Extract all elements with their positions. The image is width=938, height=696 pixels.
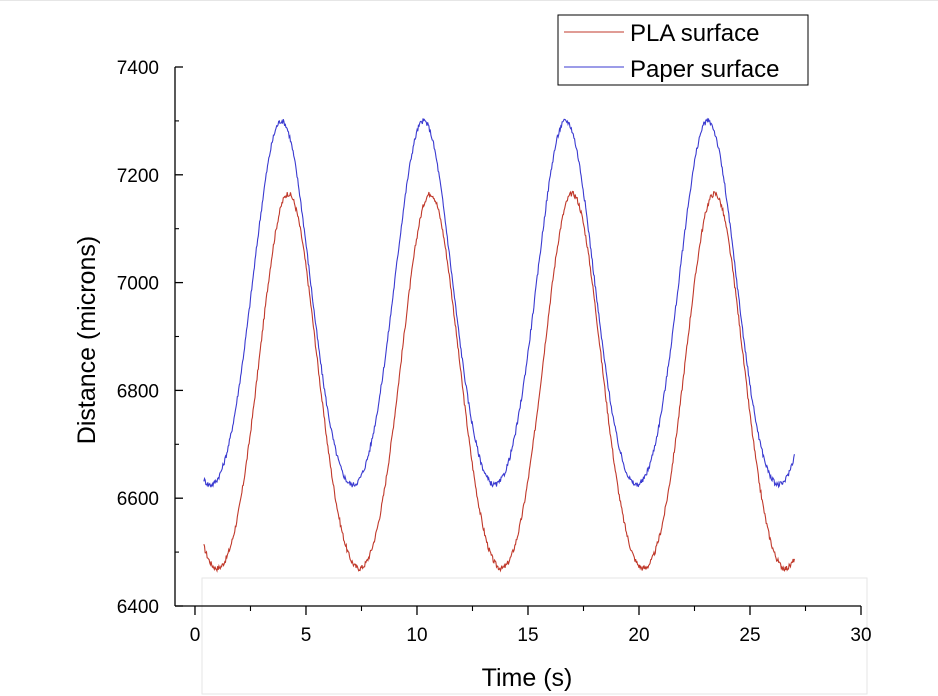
x-ticks: 0 5 10 15 20 25 30 xyxy=(190,606,872,646)
y-tick-label: 7200 xyxy=(117,166,159,187)
y-ticks: 6400 6600 6800 7000 7200 7400 xyxy=(117,58,183,618)
y-tick-label: 6800 xyxy=(117,381,159,402)
x-tick-label: 15 xyxy=(517,625,538,646)
legend-label-pla: PLA surface xyxy=(630,20,759,47)
x-tick-label: 0 xyxy=(190,625,201,646)
y-tick-label: 6400 xyxy=(117,597,159,618)
x-axis-title: Time (s) xyxy=(482,664,573,692)
y-tick-label: 7400 xyxy=(117,58,159,79)
x-tick-label: 30 xyxy=(850,625,871,646)
axes xyxy=(174,67,861,607)
x-axis-panel-frame xyxy=(201,577,868,695)
y-axis-title: Distance (microns) xyxy=(73,236,101,444)
legend-label-paper: Paper surface xyxy=(630,56,779,83)
series-line-paper xyxy=(203,117,795,489)
legend: PLA surface Paper surface xyxy=(557,14,809,86)
x-tick-label: 25 xyxy=(739,625,760,646)
x-tick-label: 5 xyxy=(301,625,312,646)
x-tick-label: 20 xyxy=(628,625,649,646)
y-tick-label: 6600 xyxy=(117,489,159,510)
series-lines xyxy=(203,117,795,573)
y-tick-label: 7000 xyxy=(117,274,159,295)
legend-box xyxy=(557,14,809,86)
x-tick-label: 10 xyxy=(406,625,427,646)
series-line-pla xyxy=(203,190,795,573)
